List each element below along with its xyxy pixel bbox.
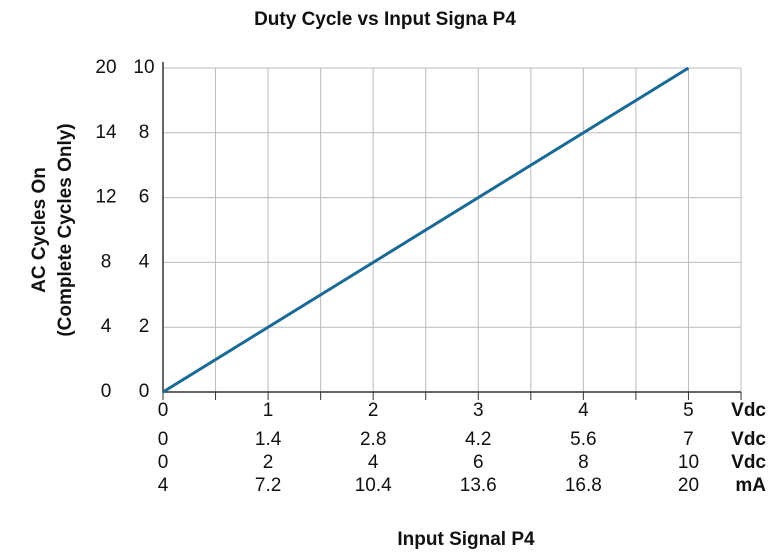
x-tick-label: 8	[578, 452, 589, 473]
x-axis-label: Input Signal P4	[397, 529, 535, 550]
x-axis-unit: Vdc	[731, 452, 766, 473]
x-tick-label: 4	[578, 400, 589, 421]
x-tick-label: 5	[683, 400, 694, 421]
y-axis-label: (Complete Cycles Only)	[55, 123, 76, 336]
x-tick-label: 0	[158, 400, 169, 421]
y2-tick-label: 0	[101, 381, 112, 402]
x-tick-label: 3	[473, 400, 484, 421]
y2-tick-label: 20	[95, 57, 116, 78]
x-tick-label: 1	[263, 400, 274, 421]
x-tick-label: 10	[678, 452, 699, 473]
x-tick-label: 7	[683, 429, 694, 450]
x-tick-label: 0	[158, 429, 169, 450]
y2-tick-label: 14	[95, 122, 117, 143]
x-tick-label: 5.6	[570, 429, 596, 450]
x-axis-unit: mA	[735, 475, 766, 496]
y-tick-label: 10	[133, 57, 154, 78]
y-tick-label: 6	[139, 187, 150, 208]
x-axis-unit: Vdc	[731, 400, 766, 421]
x-tick-label: 4	[158, 475, 169, 496]
data-line	[162, 66, 690, 394]
x-tick-label: 4.2	[465, 429, 491, 450]
y-tick-label: 0	[139, 381, 150, 402]
y-tick-label: 8	[139, 122, 150, 143]
x-tick-label: 2	[263, 452, 274, 473]
x-tick-label: 20	[678, 475, 699, 496]
y-tick-label: 2	[139, 316, 150, 337]
x-axis-unit: Vdc	[731, 429, 766, 450]
y-axis-label: AC Cycles On	[29, 167, 50, 293]
x-tick-label: 10.4	[355, 475, 392, 496]
chart-title: Duty Cycle vs Input Signa P4	[254, 9, 516, 30]
x-tick-label: 13.6	[460, 475, 497, 496]
x-tick-label: 7.2	[255, 475, 281, 496]
x-tick-label: 2	[368, 400, 379, 421]
y2-tick-label: 8	[101, 251, 112, 272]
x-tick-label: 6	[473, 452, 484, 473]
x-tick-label: 1.4	[255, 429, 282, 450]
x-tick-label: 4	[368, 452, 379, 473]
y2-tick-label: 4	[101, 316, 112, 337]
x-tick-label: 2.8	[360, 429, 386, 450]
y2-tick-label: 12	[95, 187, 116, 208]
x-tick-label: 16.8	[565, 475, 602, 496]
x-tick-label: 0	[158, 452, 169, 473]
y-tick-label: 4	[139, 251, 150, 272]
